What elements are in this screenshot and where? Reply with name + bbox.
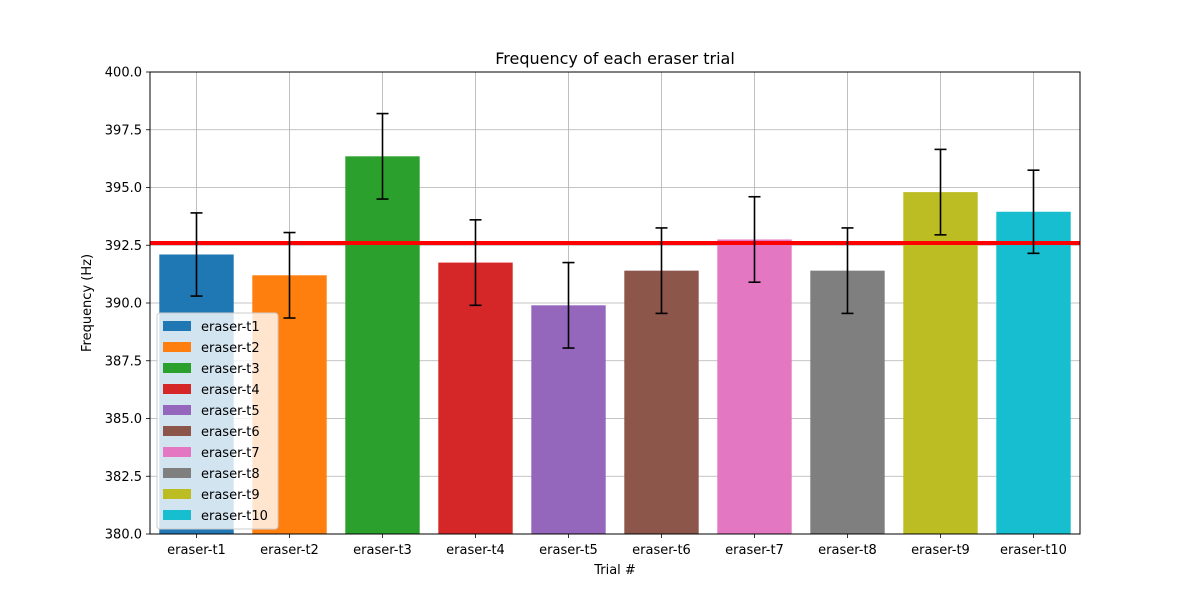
- legend-swatch-eraser-t8: [163, 468, 191, 478]
- y-tick-label: 395.0: [105, 181, 142, 196]
- y-tick-label: 390.0: [105, 297, 142, 312]
- bar-eraser-t8: [810, 270, 885, 534]
- legend-label-eraser-t1: eraser-t1: [201, 320, 260, 335]
- bar-eraser-t10: [996, 211, 1071, 534]
- x-tick-label: eraser-t2: [260, 543, 319, 558]
- x-axis-ticks: eraser-t1 eraser-t2 eraser-t3 eraser-t4 eras…: [167, 534, 1067, 558]
- y-axis-ticks: 380.0 382.5 385.0 387.5 390.0 392.5 395.0 397.5…: [105, 66, 150, 543]
- y-tick-label: 382.5: [105, 470, 142, 485]
- legend-label-eraser-t4: eraser-t4: [201, 383, 260, 398]
- legend-swatch-eraser-t10: [163, 510, 191, 520]
- x-tick-label: eraser-t4: [446, 543, 505, 558]
- legend-swatch-eraser-t3: [163, 363, 191, 373]
- legend-swatch-eraser-t2: [163, 342, 191, 352]
- legend-label-eraser-t8: eraser-t8: [201, 467, 260, 482]
- legend-label-eraser-t7: eraser-t7: [201, 446, 260, 461]
- x-tick-label: eraser-t5: [539, 543, 598, 558]
- legend-label-eraser-t2: eraser-t2: [201, 341, 260, 356]
- legend-label-eraser-t6: eraser-t6: [201, 425, 260, 440]
- x-tick-label: eraser-t3: [353, 543, 412, 558]
- bar-eraser-t6: [624, 270, 699, 534]
- x-tick-label: eraser-t1: [167, 543, 226, 558]
- x-tick-label: eraser-t8: [818, 543, 877, 558]
- legend-label-eraser-t9: eraser-t9: [201, 488, 260, 503]
- bar-eraser-t4: [438, 262, 513, 534]
- x-tick-label: eraser-t9: [911, 543, 970, 558]
- error-bar-eraser-t7: [748, 195, 761, 284]
- legend-swatch-eraser-t7: [163, 447, 191, 457]
- error-bar-eraser-t8: [841, 227, 854, 315]
- error-bar-eraser-t1: [190, 212, 203, 297]
- y-tick-label: 392.5: [105, 239, 142, 254]
- legend-swatch-eraser-t6: [163, 426, 191, 436]
- error-bar-eraser-t10: [1027, 169, 1040, 255]
- error-bar-eraser-t2: [283, 231, 296, 319]
- bar-eraser-t9: [903, 192, 978, 534]
- legend-swatch-eraser-t5: [163, 405, 191, 415]
- error-bar-eraser-t4: [469, 219, 482, 307]
- legend-label-eraser-t3: eraser-t3: [201, 362, 260, 377]
- chart-title: Frequency of each eraser trial: [495, 49, 735, 68]
- error-bars: [190, 112, 1040, 349]
- y-axis-label: Frequency (Hz): [80, 254, 95, 352]
- legend-label-eraser-t10: eraser-t10: [201, 509, 268, 524]
- x-axis-label: Trial #: [593, 563, 636, 578]
- y-tick-label: 387.5: [105, 354, 142, 369]
- y-tick-label: 400.0: [105, 66, 142, 81]
- legend-swatch-eraser-t4: [163, 384, 191, 394]
- legend-swatch-eraser-t1: [163, 321, 191, 331]
- x-tick-label: eraser-t7: [725, 543, 784, 558]
- bar-eraser-t3: [345, 156, 420, 534]
- error-bar-eraser-t5: [562, 261, 575, 349]
- x-tick-label: eraser-t10: [1000, 543, 1067, 558]
- y-tick-label: 385.0: [105, 412, 142, 427]
- legend: eraser-t1 eraser-t2 eraser-t3 eraser-t4 eras…: [156, 312, 279, 530]
- y-tick-label: 397.5: [105, 123, 142, 138]
- y-tick-label: 380.0: [105, 528, 142, 543]
- legend-label-eraser-t5: eraser-t5: [201, 404, 260, 419]
- error-bar-eraser-t3: [376, 112, 389, 200]
- error-bar-eraser-t6: [655, 227, 668, 315]
- bar-eraser-t7: [717, 239, 792, 534]
- x-tick-label: eraser-t6: [632, 543, 691, 558]
- error-bar-eraser-t9: [934, 148, 947, 236]
- legend-swatch-eraser-t9: [163, 489, 191, 499]
